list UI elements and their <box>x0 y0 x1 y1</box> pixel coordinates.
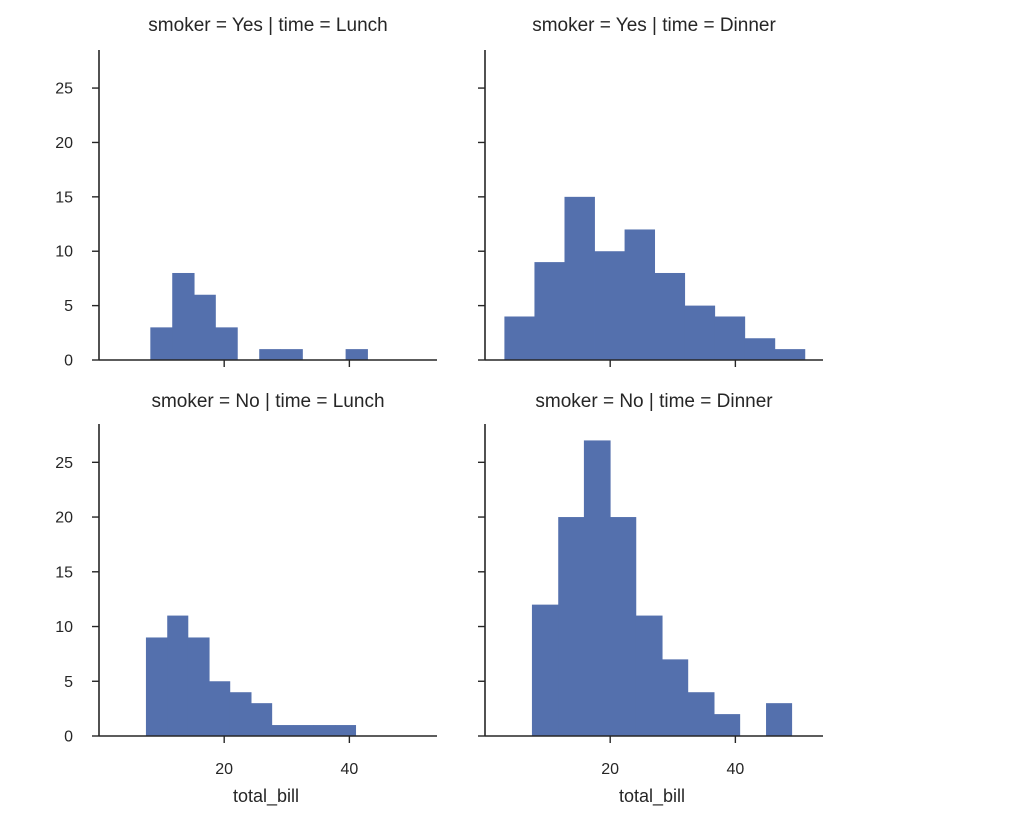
x-tick-label: 20 <box>601 761 619 778</box>
histogram-bar <box>150 327 173 360</box>
y-tick-label: 0 <box>64 729 73 746</box>
histogram-bar <box>662 659 689 736</box>
x-tick-label: 20 <box>215 761 233 778</box>
y-tick-label: 15 <box>55 189 73 206</box>
histogram-bar <box>534 262 565 360</box>
histogram-bar <box>229 692 252 736</box>
y-tick-label: 25 <box>55 455 73 472</box>
y-tick-label: 15 <box>55 564 73 581</box>
histogram-bar <box>774 349 806 360</box>
x-tick-label: 40 <box>726 761 744 778</box>
histogram-bar <box>564 196 595 360</box>
histogram-bar <box>293 725 315 736</box>
histogram-bar <box>583 440 611 736</box>
facet-panel: smoker = No | time = Lunch 0 5 10 15 20 25 20 40… <box>55 391 437 807</box>
histogram-bar <box>531 604 559 736</box>
histogram-bar <box>714 714 741 736</box>
panel-title: smoker = No | time = Lunch <box>151 391 384 412</box>
histogram-bar <box>167 615 189 736</box>
panel-title: smoker = Yes | time = Dinner <box>532 15 776 36</box>
facet-panel: smoker = Yes | time = Lunch 0 5 10 15 20 25 <box>55 15 437 370</box>
panel-title: smoker = Yes | time = Lunch <box>148 15 387 36</box>
histogram-bar <box>654 272 686 360</box>
y-tick-label: 10 <box>55 244 73 261</box>
y-tick-label: 5 <box>64 674 73 691</box>
panel-title: smoker = No | time = Dinner <box>535 391 773 412</box>
histogram-bar <box>209 681 231 736</box>
x-axis-label: total_bill <box>619 786 685 807</box>
histogram-bar <box>251 703 273 736</box>
histogram-bar <box>687 692 715 736</box>
facet-panel: smoker = No | time = Dinner 20 40 total_bil… <box>478 391 823 807</box>
histogram-bar <box>744 338 776 360</box>
y-tick-label: 0 <box>64 353 73 370</box>
histogram-bar <box>684 305 716 360</box>
histogram-bar <box>334 725 357 736</box>
histogram-bar <box>558 517 585 736</box>
histogram-bar <box>259 349 281 360</box>
histogram-bar <box>766 703 793 736</box>
facet-panel: smoker = Yes | time = Dinner <box>478 15 823 367</box>
histogram-bar <box>313 725 336 736</box>
histogram-bar <box>215 327 238 360</box>
y-tick-label: 20 <box>55 135 73 152</box>
histogram-bar <box>280 349 303 360</box>
histogram-bar <box>714 316 746 360</box>
histogram-bar <box>594 251 625 360</box>
histogram-bar <box>187 637 210 736</box>
y-tick-label: 25 <box>55 81 73 98</box>
histogram-bar <box>194 294 216 360</box>
histogram-bar <box>610 517 637 736</box>
histogram-bar <box>172 272 195 360</box>
histogram-bar <box>345 349 368 360</box>
histogram-bar <box>504 316 535 360</box>
y-tick-label: 5 <box>64 298 73 315</box>
histogram-bar <box>271 725 294 736</box>
histogram-bar <box>635 615 663 736</box>
y-tick-label: 10 <box>55 619 73 636</box>
x-axis-label: total_bill <box>233 786 299 807</box>
y-tick-label: 20 <box>55 510 73 527</box>
x-tick-label: 40 <box>340 761 358 778</box>
histogram-bar <box>145 637 168 736</box>
histogram-bar <box>624 229 656 360</box>
